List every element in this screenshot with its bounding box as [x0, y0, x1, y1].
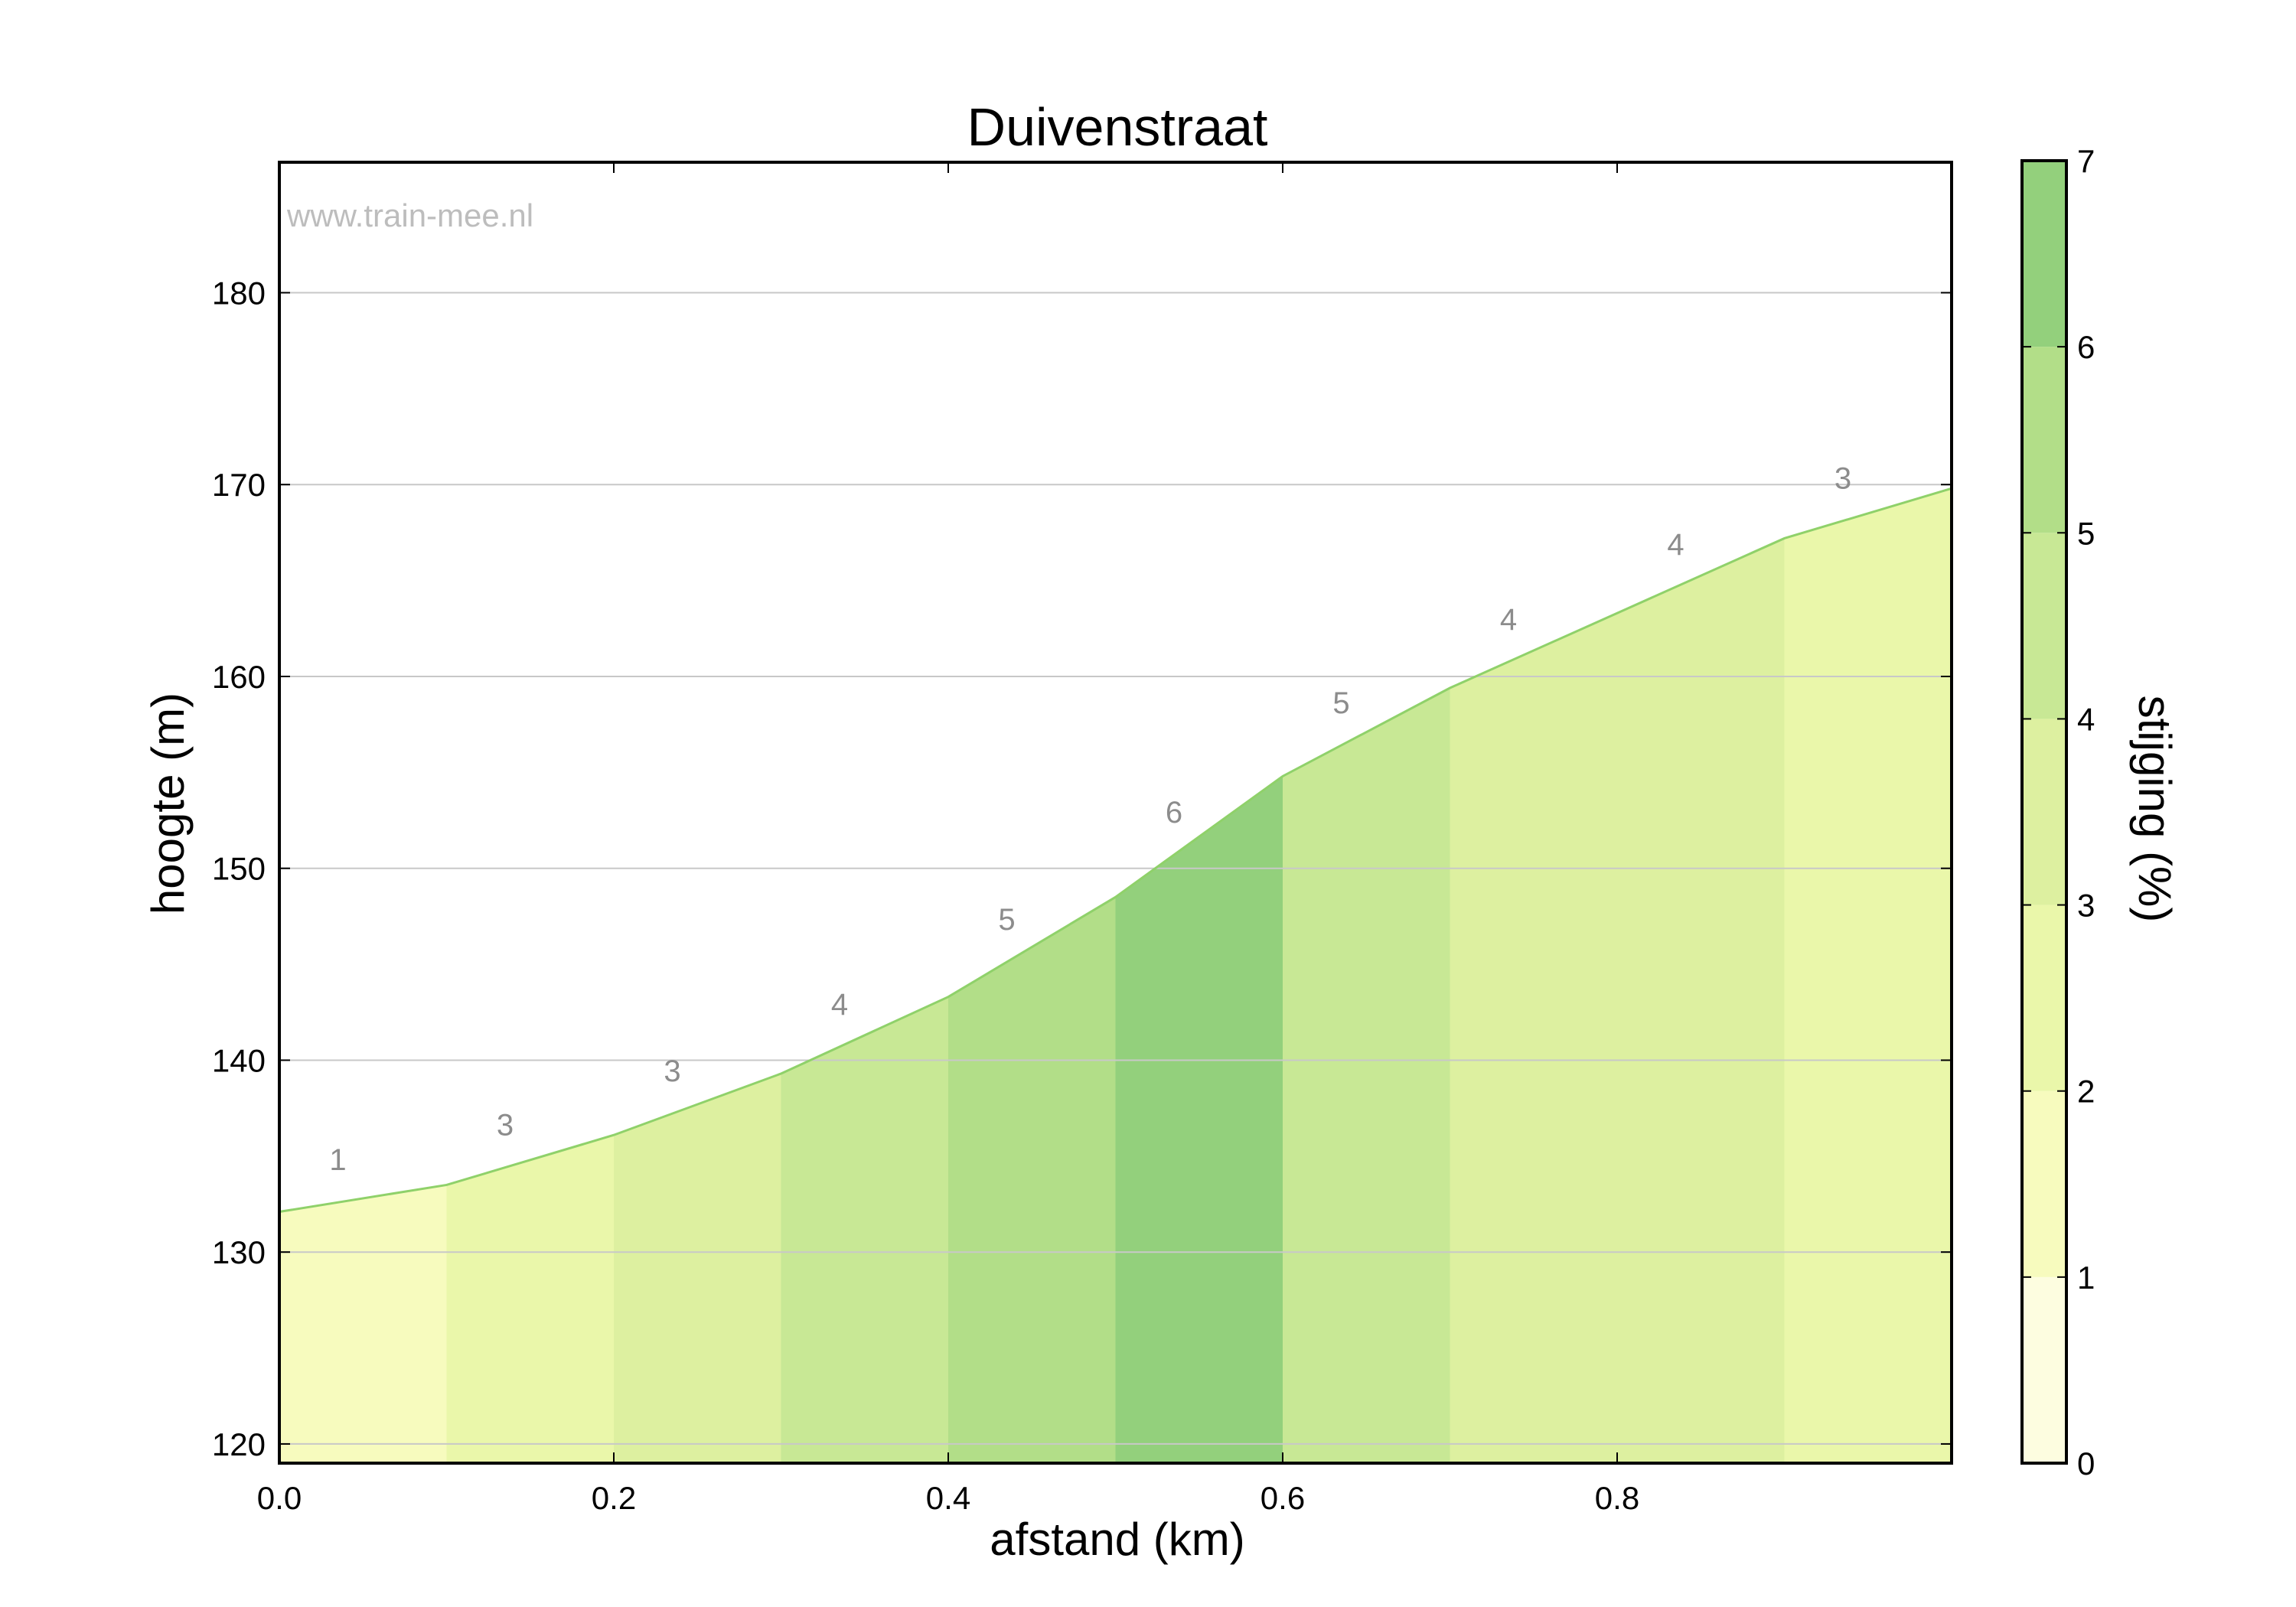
segment-gradient-labels: 1 3 3 4 5 6 5 4 4 3: [329, 462, 1851, 1178]
y-tick-label: 150: [212, 851, 266, 887]
x-axis-label: afstand (km): [990, 1514, 1244, 1565]
segment-label: 4: [1500, 603, 1517, 637]
colorbar-band: [2022, 161, 2066, 347]
y-tick-label: 130: [212, 1234, 266, 1270]
y-tick-label: 120: [212, 1426, 266, 1462]
colorbar-tick-label: 3: [2077, 888, 2095, 924]
colorbar-tick-label: 5: [2077, 515, 2095, 551]
gradient-segment: [948, 897, 1116, 1463]
colorbar-band: [2022, 347, 2066, 533]
colorbar-band: [2022, 1090, 2066, 1277]
colorbar-tick-label: 7: [2077, 143, 2095, 179]
elevation-profile: [279, 487, 1952, 1214]
colorbar-band: [2022, 1276, 2066, 1463]
colorbar-tick-label: 4: [2077, 701, 2095, 737]
elevation-line: [279, 487, 1952, 1214]
plot-frame: [278, 161, 1953, 1465]
x-axis-ticks: 0.0 0.2 0.4 0.6 0.8: [257, 162, 1639, 1516]
y-tick-label: 140: [212, 1042, 266, 1078]
segment-label: 5: [998, 903, 1015, 937]
y-axis-ticks: 120 130 140 150 160 170 180: [212, 275, 1952, 1462]
watermark: www.train-mee.nl: [286, 197, 533, 233]
y-tick-label: 170: [212, 467, 266, 503]
colorbar-tick-label: 0: [2077, 1446, 2095, 1482]
segment-label: 1: [329, 1143, 346, 1177]
x-tick-label: 0.6: [1261, 1480, 1305, 1516]
colorbar: 0 1 2 3 4 5 6 7: [2020, 143, 2095, 1482]
gradient-segment: [614, 1074, 781, 1463]
gradient-segment: [781, 996, 948, 1463]
gradient-segment: [1115, 776, 1283, 1463]
gradient-segment: [1617, 538, 1785, 1463]
colorbar-band: [2022, 533, 2066, 719]
segment-label: 4: [831, 988, 848, 1022]
colorbar-band: [2022, 719, 2066, 905]
colorbar-tick-label: 6: [2077, 329, 2095, 365]
x-tick-label: 0.2: [592, 1480, 636, 1516]
gradient-segment: [1450, 613, 1617, 1463]
segment-label: 3: [497, 1109, 514, 1143]
colorbar-label: stijging (%): [2129, 696, 2180, 923]
plot-border: [278, 161, 1953, 1465]
colorbar-tick-label: 2: [2077, 1074, 2095, 1110]
segment-label: 3: [1835, 462, 1851, 496]
colorbar-band: [2022, 905, 2066, 1091]
chart-title: Duivenstraat: [967, 97, 1268, 157]
x-tick-label: 0.8: [1595, 1480, 1639, 1516]
gradient-segment: [279, 1185, 447, 1463]
gradient-segment: [446, 1135, 614, 1463]
segment-label: 4: [1667, 528, 1684, 562]
y-tick-label: 180: [212, 275, 266, 311]
y-axis-label: hoogte (m): [142, 693, 194, 914]
gradient-segments: [279, 488, 1952, 1463]
gradient-segment: [1784, 488, 1952, 1463]
segment-label: 5: [1332, 686, 1349, 720]
gradient-segment: [1283, 688, 1450, 1463]
colorbar-tick-label: 1: [2077, 1260, 2095, 1296]
y-tick-label: 160: [212, 659, 266, 695]
segment-label: 6: [1166, 796, 1182, 830]
x-tick-label: 0.4: [926, 1480, 970, 1516]
gridlines: [279, 292, 1952, 1445]
colorbar-border: [2020, 159, 2068, 1465]
x-tick-label: 0.0: [257, 1480, 302, 1516]
segment-label: 3: [664, 1054, 680, 1088]
